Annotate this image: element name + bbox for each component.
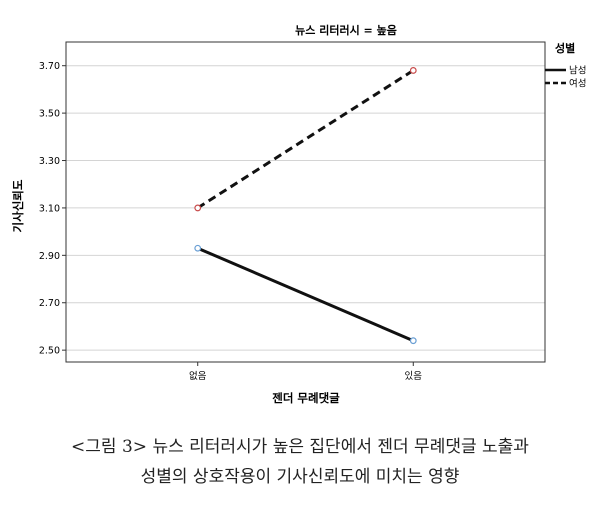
y-tick-label: 3.30: [39, 156, 60, 167]
y-tick-label: 2.50: [39, 346, 60, 357]
data-point: [194, 204, 202, 212]
data-point: [409, 67, 417, 74]
legend-label: 남성: [569, 66, 586, 77]
x-axis-label: 젠더 무례댓글: [272, 391, 340, 405]
y-tick-label: 3.70: [39, 61, 60, 72]
caption-line-2: 성별의 상호작용이 기사신뢰도에 미치는 영향: [140, 467, 460, 487]
x-tick-label: 없음: [189, 370, 207, 382]
x-tick-label: 있음: [405, 370, 423, 382]
y-axis-label: 기사신뢰도: [11, 179, 25, 232]
gridlines: [66, 65, 545, 351]
series-line-2: [196, 69, 415, 210]
data-point: [194, 244, 202, 252]
data-point: [409, 337, 417, 345]
y-tick-label: 3.50: [39, 109, 60, 120]
caption-line-1: <그림 3> 뉴스 리터러시가 높은 집단에서 젠더 무례댓글 노출과: [71, 437, 529, 457]
legend-label: 여성: [569, 78, 586, 90]
legend-title: 성별: [555, 41, 575, 55]
chart-title: 뉴스 리터러시 = 높음: [295, 23, 397, 37]
y-tick-label: 2.70: [39, 298, 60, 309]
series-layer: [194, 67, 417, 345]
y-tick-label: 2.90: [39, 251, 60, 262]
plot-area: [65, 41, 546, 363]
figure-caption: <그림 3> 뉴스 리터러시가 높은 집단에서 젠더 무례댓글 노출과 성별의 …: [0, 432, 600, 492]
x-axis-ticks: 없음 있음: [189, 362, 422, 382]
series-line-1: [197, 246, 414, 343]
chart: 뉴스 리터러시 = 높음 2.50 2.70 2.90 3.10 3.30 3.50 3.7…: [11, 23, 586, 405]
y-tick-label: 3.10: [39, 203, 60, 214]
y-axis-ticks: 2.50 2.70 2.90 3.10 3.30 3.50 3.70: [39, 61, 66, 357]
